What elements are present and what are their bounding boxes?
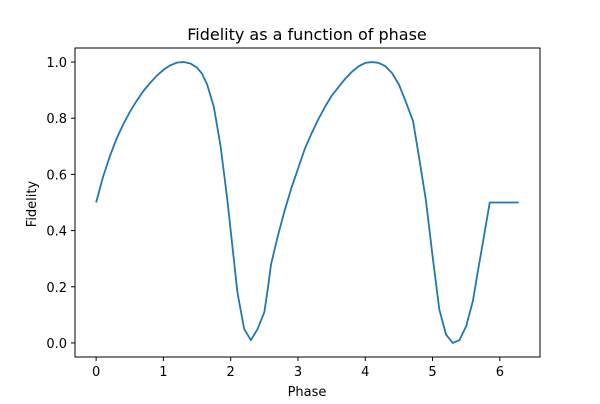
x-axis: 0 1 2 3 4 5 6	[92, 357, 504, 380]
y-axis: 0.0 0.2 0.4 0.6 0.8 1.0	[46, 56, 75, 352]
plot-area	[74, 47, 541, 358]
y-tick-label: 0.4	[46, 225, 67, 240]
x-tick-label: 2	[227, 365, 235, 380]
y-tick-label: 1.0	[46, 56, 67, 71]
x-tick-label: 4	[361, 365, 369, 380]
x-tick-label: 1	[159, 365, 167, 380]
plot-frame	[74, 47, 541, 358]
x-axis-label: Phase	[288, 385, 327, 400]
y-tick-label: 0.6	[46, 168, 67, 183]
chart-title: Fidelity as a function of phase	[187, 25, 427, 44]
x-tick-label: 0	[92, 365, 100, 380]
x-tick-label: 6	[496, 365, 504, 380]
y-axis-label: Fidelity	[25, 180, 40, 227]
x-tick-label: 5	[428, 365, 436, 380]
y-tick-label: 0.2	[46, 281, 67, 296]
x-tick-label: 3	[294, 365, 302, 380]
y-tick-label: 0.0	[46, 337, 67, 352]
series-line-0	[95, 61, 519, 344]
y-tick-label: 0.8	[46, 112, 67, 127]
